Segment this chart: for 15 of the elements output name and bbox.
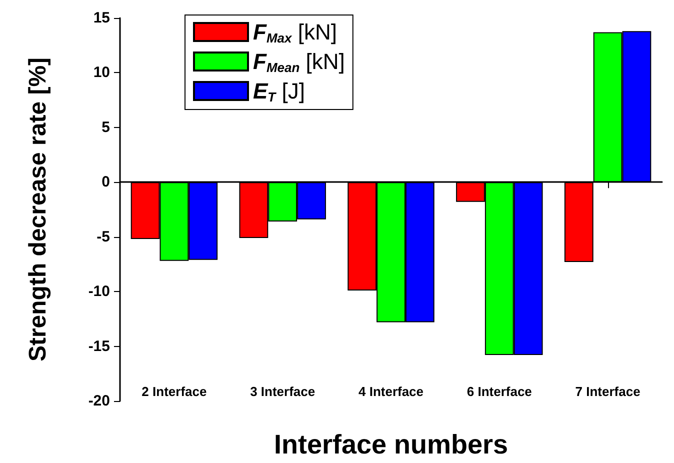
y-tick-label: -20 xyxy=(88,392,110,410)
y-tick-label: -15 xyxy=(88,338,110,355)
x-tick-label: 6 Interface xyxy=(466,384,532,399)
x-tick-label: 4 Interface xyxy=(358,384,424,399)
x-axis-title: Interface numbers xyxy=(274,430,508,460)
y-tick-label: 0 xyxy=(102,174,110,191)
y-axis-title: Strength decrease rate [%] xyxy=(24,57,52,362)
x-tick-label: 3 Interface xyxy=(250,384,316,399)
y-tick-label: 10 xyxy=(93,64,110,82)
y-tick-label: 5 xyxy=(102,118,110,136)
y-tick-label: 15 xyxy=(93,10,110,26)
y-tick-label: -10 xyxy=(88,283,110,300)
y-tick-label: -5 xyxy=(96,228,110,246)
x-tick-label: 7 Interface xyxy=(575,384,640,399)
x-tick-label: 2 Interface xyxy=(142,384,207,399)
